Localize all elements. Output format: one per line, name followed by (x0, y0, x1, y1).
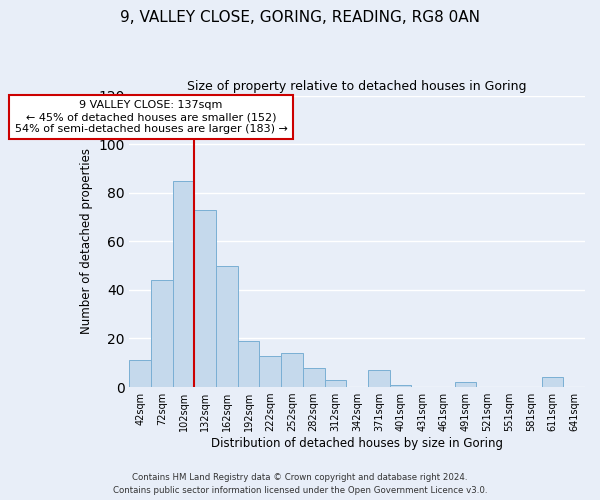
Bar (259, 356, 281, 387)
Bar (151, 280, 173, 387)
Text: 9 VALLEY CLOSE: 137sqm
← 45% of detached houses are smaller (152)
54% of semi-de: 9 VALLEY CLOSE: 137sqm ← 45% of detached… (14, 100, 287, 134)
Text: Contains HM Land Registry data © Crown copyright and database right 2024.
Contai: Contains HM Land Registry data © Crown c… (113, 474, 487, 495)
Bar (542, 378, 563, 387)
Bar (173, 180, 194, 387)
Bar (389, 384, 412, 387)
Bar (129, 360, 151, 387)
Text: 9, VALLEY CLOSE, GORING, READING, RG8 0AN: 9, VALLEY CLOSE, GORING, READING, RG8 0A… (120, 10, 480, 25)
Bar (238, 341, 259, 387)
Bar (303, 368, 325, 387)
Bar (216, 266, 238, 387)
Bar (455, 382, 476, 387)
Y-axis label: Number of detached properties: Number of detached properties (80, 148, 92, 334)
Bar (194, 210, 216, 387)
X-axis label: Distribution of detached houses by size in Goring: Distribution of detached houses by size … (211, 437, 503, 450)
Title: Size of property relative to detached houses in Goring: Size of property relative to detached ho… (187, 80, 527, 93)
Bar (325, 380, 346, 387)
Bar (368, 370, 389, 387)
Bar (281, 353, 303, 387)
